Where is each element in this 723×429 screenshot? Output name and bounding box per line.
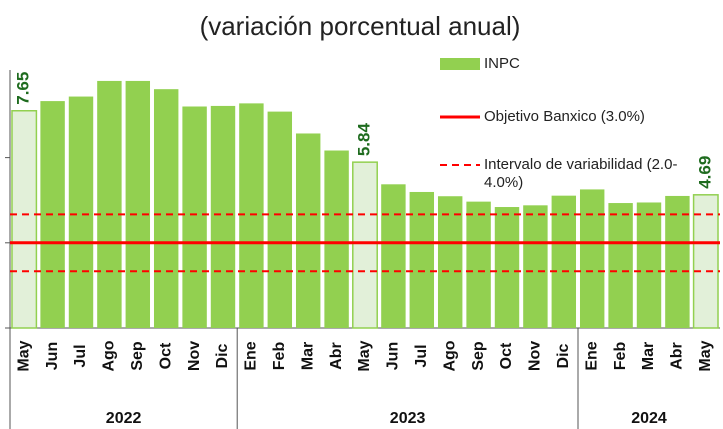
legend-label: Intervalo de variabilidad (2.0-4.0%): [484, 156, 678, 191]
bar: [267, 111, 293, 328]
bar: [153, 89, 179, 328]
bar: [692, 194, 719, 329]
legend-label: INPC: [484, 55, 520, 72]
x-tick-label: Jul: [413, 344, 430, 367]
x-tick-label: Feb: [271, 342, 288, 371]
x-tick-label: Sep: [470, 341, 487, 371]
x-tick-label: Abr: [328, 342, 345, 370]
bar: [182, 106, 207, 329]
bar: [210, 105, 236, 329]
bar: [97, 80, 122, 329]
x-tick-label: Sep: [129, 341, 146, 371]
x-tick-label: Nov: [186, 341, 203, 371]
x-tick-label: Jun: [44, 342, 61, 370]
x-tick-label: Ene: [243, 341, 260, 370]
bar: [381, 184, 406, 328]
bar: [68, 96, 94, 329]
year-label: 2023: [390, 410, 426, 427]
x-tick-label: Abr: [669, 342, 686, 370]
bar: [125, 80, 151, 329]
legend-label: Objetivo Banxico (3.0%): [484, 108, 645, 125]
year-label: 2022: [106, 410, 142, 427]
x-tick-label: Nov: [527, 341, 544, 371]
bar: [437, 196, 463, 328]
x-tick-label: Jun: [385, 342, 402, 370]
year-label: 2024: [631, 410, 667, 427]
x-tick-label: May: [697, 340, 714, 371]
bar: [523, 205, 548, 328]
value-label: 5.84: [354, 123, 373, 157]
x-tick-label: Ago: [101, 340, 118, 371]
x-tick-label: Dic: [555, 343, 572, 368]
x-tick-label: Feb: [612, 342, 629, 371]
x-tick-label: Oct: [498, 342, 515, 369]
x-tick-label: May: [356, 340, 373, 371]
bar: [324, 150, 349, 328]
x-tick-label: Ago: [441, 340, 458, 371]
x-tick-label: May: [15, 340, 32, 371]
x-tick-label: Mar: [299, 342, 316, 370]
x-tick-label: Dic: [214, 343, 231, 368]
legend-swatch: [440, 58, 480, 70]
x-tick-label: Mar: [640, 342, 657, 370]
value-label: 4.69: [695, 156, 714, 189]
bar: [494, 207, 520, 328]
bar: [352, 161, 378, 329]
x-tick-label: Jul: [72, 344, 89, 367]
bar: [665, 195, 690, 328]
bar: [409, 191, 435, 328]
x-tick-label: Oct: [157, 342, 174, 369]
value-label: 7.65: [14, 72, 33, 105]
bar: [636, 202, 662, 328]
bar: [11, 110, 38, 329]
bar: [551, 195, 577, 328]
bar: [295, 133, 321, 328]
bar: [608, 203, 633, 328]
bar: [579, 189, 605, 328]
bar: [239, 103, 264, 329]
chart-title: (variación porcentual anual): [200, 11, 521, 41]
bar: [466, 201, 491, 328]
x-tick-label: Ene: [583, 341, 600, 370]
